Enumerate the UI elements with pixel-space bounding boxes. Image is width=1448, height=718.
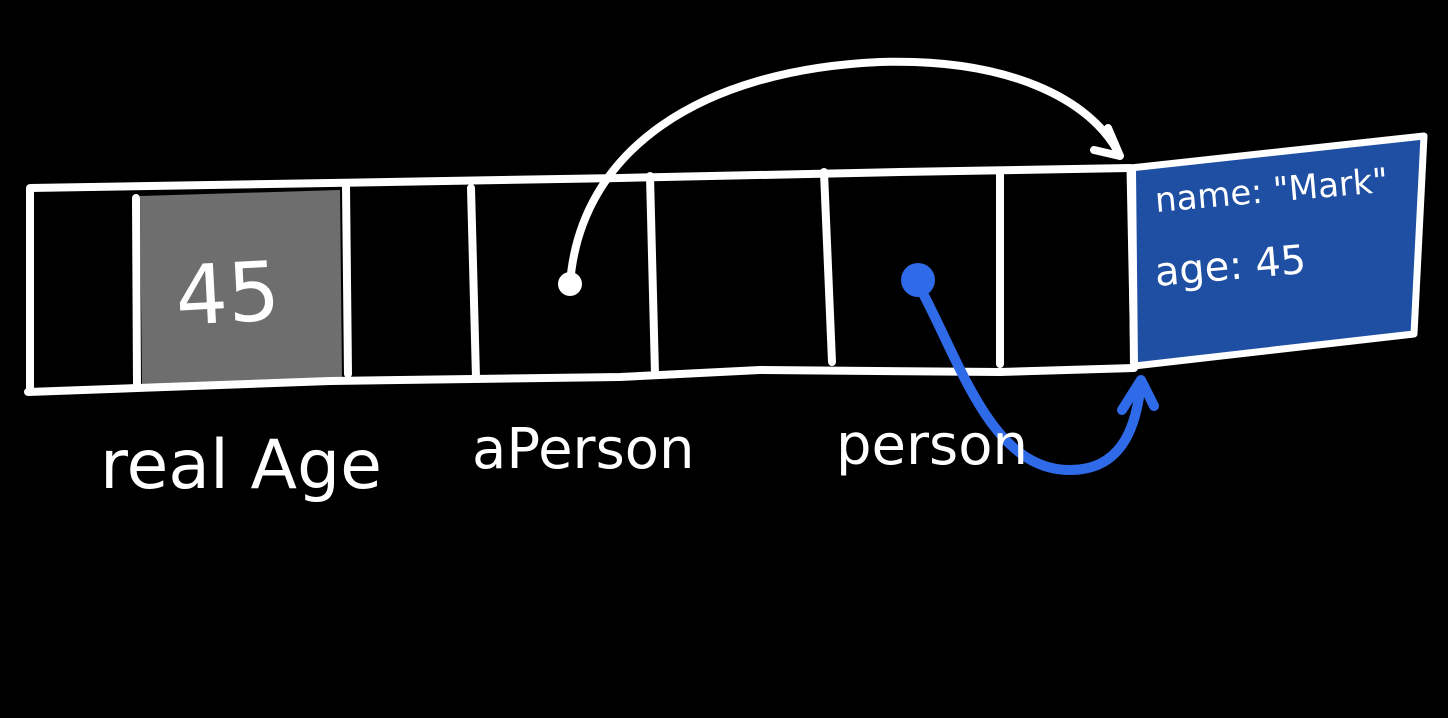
cell-divider — [820, 168, 836, 366]
cell-divider — [1128, 166, 1138, 370]
pointer-arc-aPerson — [566, 57, 1122, 288]
primitive-value-text: 45 — [173, 244, 282, 344]
arrowhead-blue — [1117, 375, 1159, 415]
cell-divider — [342, 182, 352, 378]
primitive-cell-fill — [140, 190, 342, 384]
strip-top-edge — [26, 164, 1134, 192]
pointer-arc-person — [913, 279, 1145, 476]
cell-divider — [467, 184, 480, 382]
pointer-origin-aPerson — [558, 272, 582, 296]
label-a-person: aPerson — [472, 417, 695, 482]
memory-strip — [24, 164, 1138, 396]
label-person: person — [836, 413, 1028, 478]
label-real-age: real Age — [100, 426, 382, 505]
strip-bottom-edge — [24, 364, 1138, 396]
arrowhead-white — [1090, 124, 1124, 160]
pointer-origin-person — [901, 263, 935, 297]
cell-divider — [132, 194, 141, 390]
cell-divider — [646, 172, 659, 378]
